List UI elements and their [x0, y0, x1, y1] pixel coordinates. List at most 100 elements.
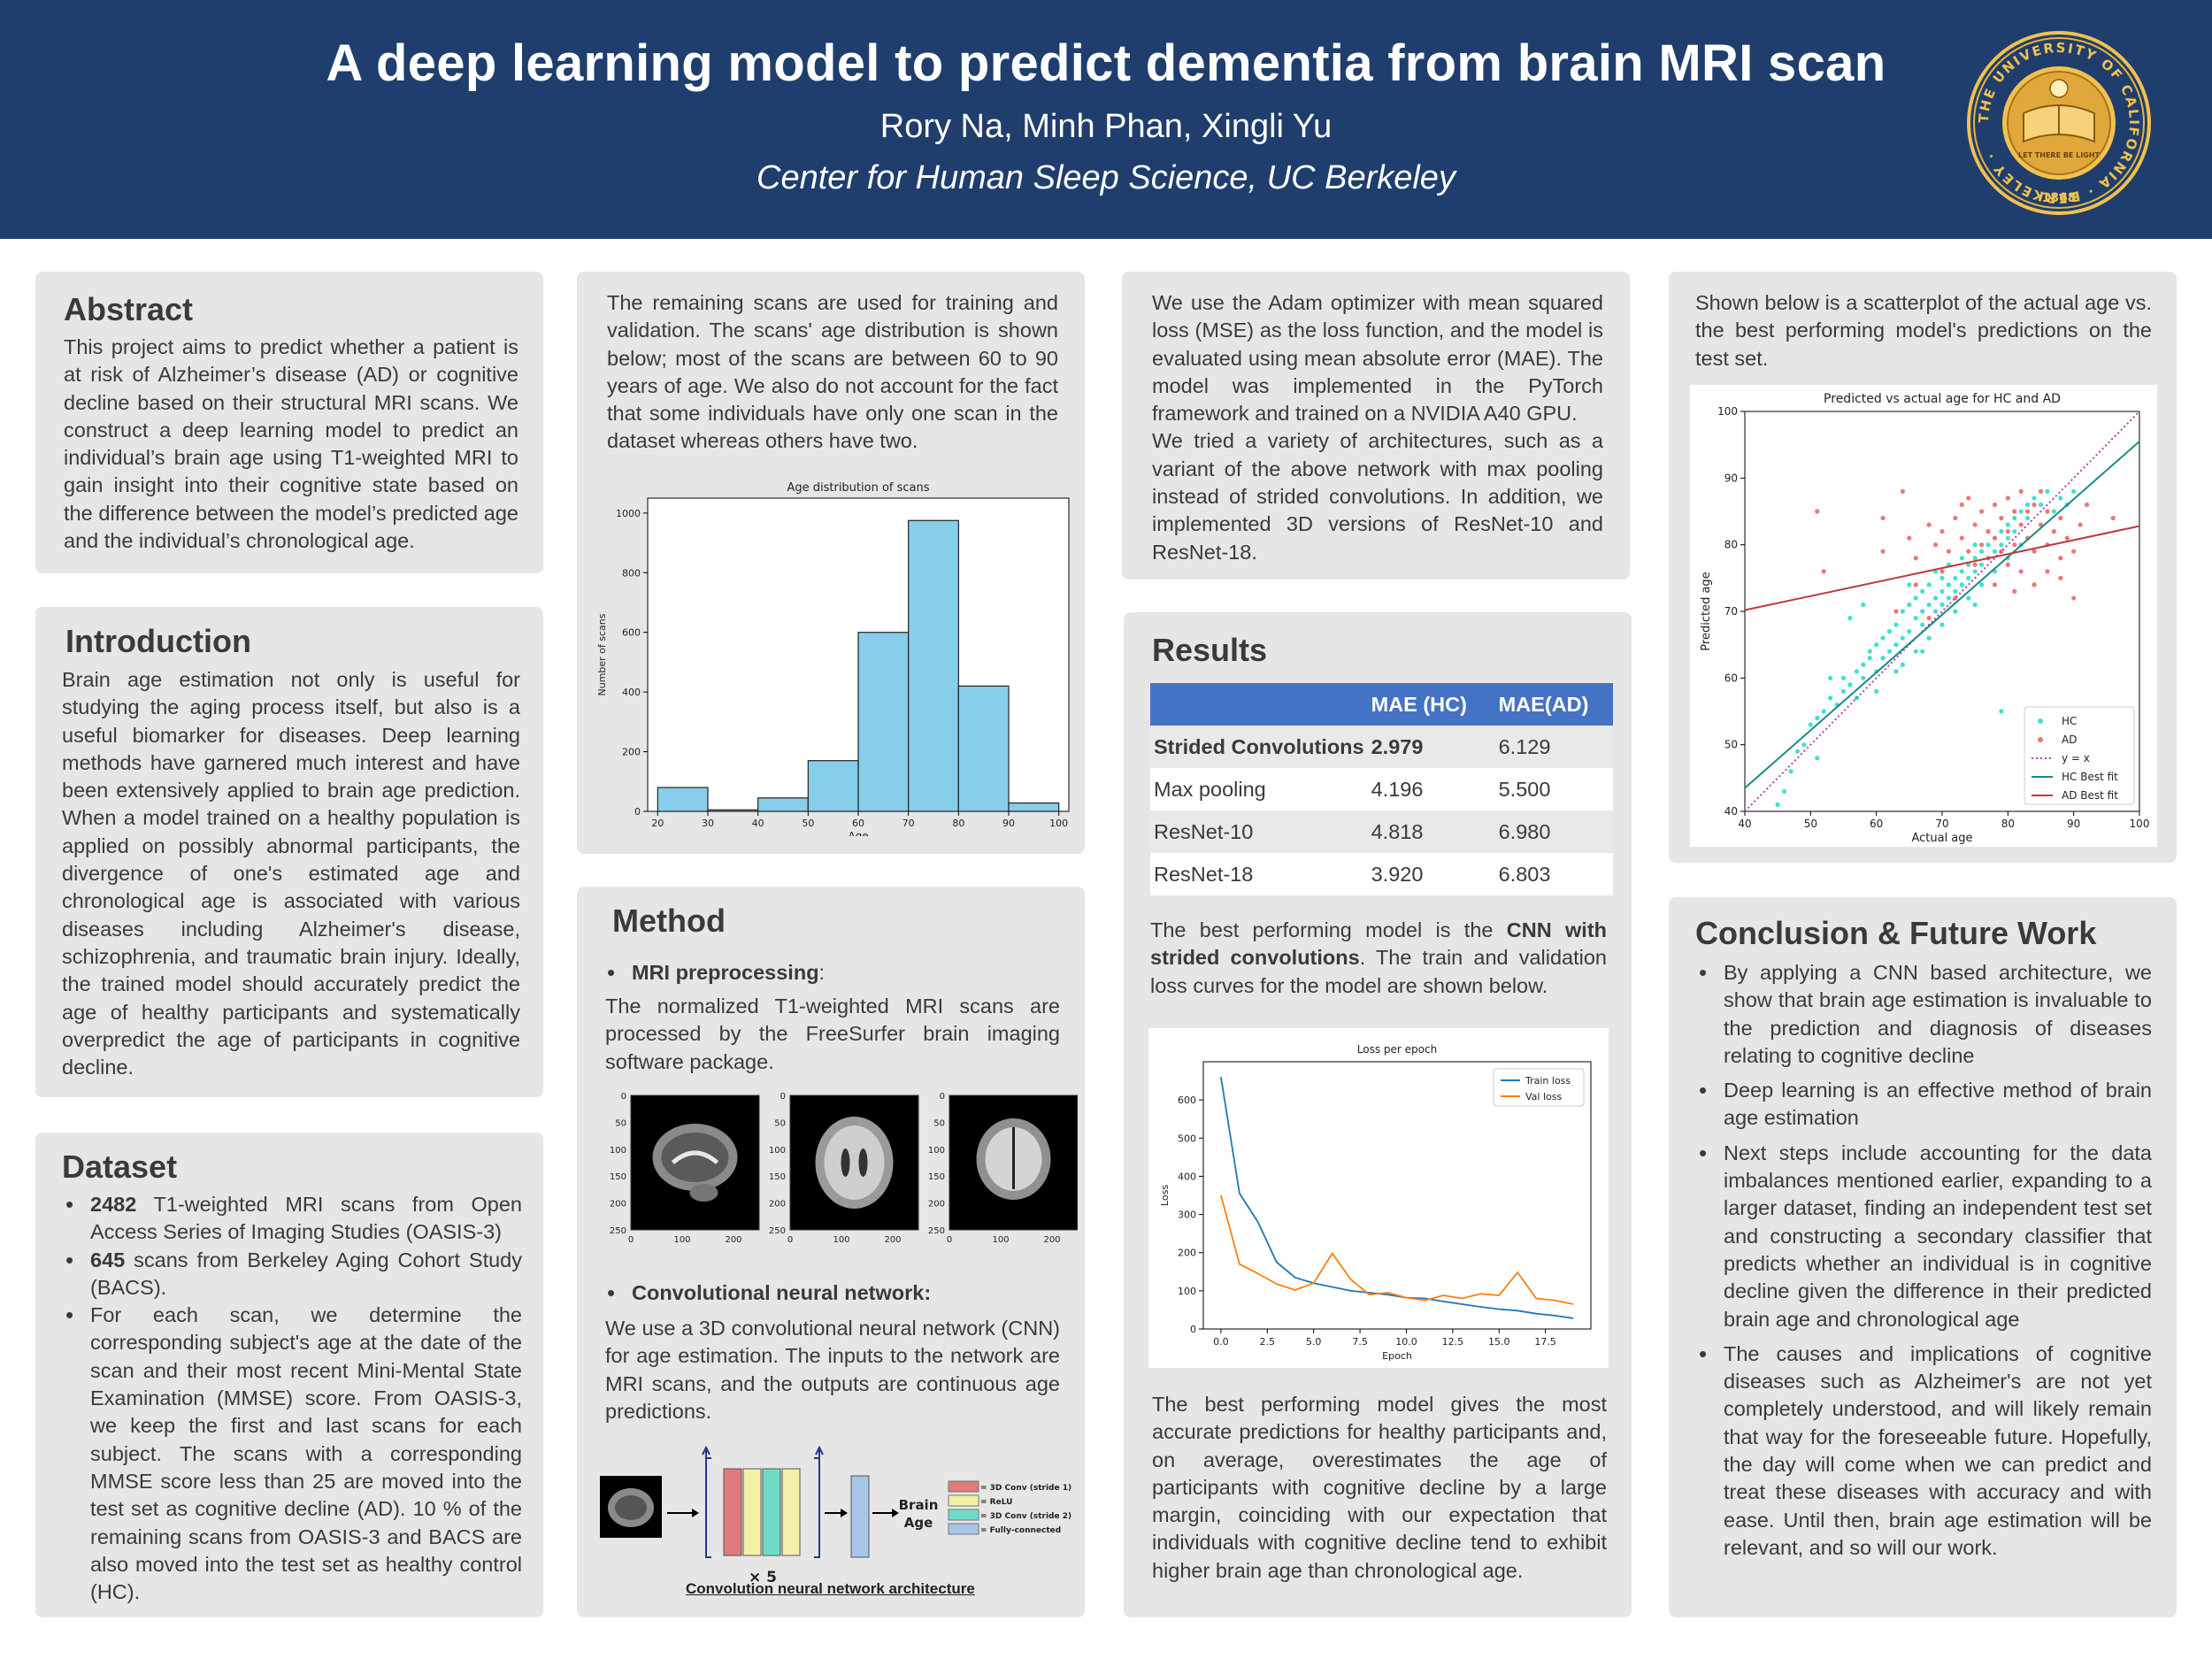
histogram-bar — [657, 787, 709, 812]
scatter-point — [2032, 502, 2037, 508]
scatter-point — [1880, 515, 1886, 521]
training-text: We use the Adam optimizer with mean squa… — [1152, 289, 1603, 566]
scatter-point — [1979, 562, 1985, 567]
x-axis-label: Epoch — [1382, 1350, 1412, 1362]
left-bracket — [705, 1457, 711, 1558]
dataset-item: 2482 T1-weighted MRI scans from Open Acc… — [62, 1191, 522, 1247]
age-distribution-panel: The remaining scans are used for trainin… — [577, 272, 1085, 854]
scatter-point — [1966, 595, 1971, 601]
table-row: Max pooling 4.196 5.500 — [1150, 768, 1613, 810]
scatter-point — [2051, 509, 2056, 514]
scatter-point — [1893, 669, 1899, 674]
fit-line — [1744, 525, 2140, 611]
histogram-bar — [707, 809, 759, 812]
legend-swatch — [948, 1480, 979, 1493]
input-brain-detail — [615, 1495, 647, 1520]
dataset-item: For each scan, we determine the correspo… — [62, 1302, 522, 1606]
training-paragraph-1: We use the Adam optimizer with mean squa… — [1152, 291, 1603, 426]
results-text-2: The best performing model gives the most… — [1152, 1393, 1607, 1582]
scatter-point — [1979, 509, 1985, 514]
scatter-point — [2110, 515, 2116, 521]
scatter-point — [1953, 575, 1958, 580]
scatter-point — [2051, 529, 2056, 534]
y-tick-label: 150 — [928, 1172, 945, 1182]
y-tick-label: 250 — [769, 1226, 786, 1236]
scatter-point — [2071, 549, 2077, 554]
scatter-point — [2018, 488, 2024, 494]
legend-label: AD Best fit — [2062, 789, 2118, 802]
legend-swatch — [948, 1509, 979, 1521]
dataset-heading: Dataset — [62, 1148, 178, 1185]
y-tick-label: 300 — [1178, 1210, 1196, 1221]
scatter-point — [1854, 669, 1859, 674]
x-tick-label: 200 — [725, 1235, 741, 1245]
scatter-point — [2018, 569, 2024, 574]
x-tick-label: 2.5 — [1260, 1336, 1276, 1348]
x-tick-label: 10.0 — [1395, 1336, 1417, 1348]
y-tick-label: 100 — [1178, 1286, 1196, 1297]
y-tick-label: 50 — [933, 1118, 945, 1128]
histogram-bar — [1008, 802, 1060, 812]
scatter-point — [1999, 709, 2004, 714]
scatter-point — [2064, 535, 2070, 541]
age-distribution-text: The remaining scans are used for trainin… — [607, 291, 1058, 453]
x-tick-label: 0.0 — [1213, 1336, 1229, 1348]
poster-affiliation: Center for Human Sleep Science, UC Berke… — [757, 159, 1455, 196]
y-tick-label: 200 — [928, 1200, 945, 1210]
scatter-point — [1979, 549, 1985, 554]
y-tick-label: 50 — [1724, 739, 1738, 751]
histogram-bar — [857, 632, 910, 812]
y-tick-label: 0 — [634, 806, 641, 818]
scatter-point — [1867, 656, 1872, 661]
x-tick-label: 50 — [1804, 818, 1817, 830]
abstract-heading: Abstract — [64, 291, 194, 327]
scatter-point — [1847, 682, 1853, 687]
y-axis-label: Loss — [1159, 1185, 1171, 1206]
y-tick-label: 150 — [610, 1172, 626, 1182]
scatter-point — [1900, 635, 1905, 641]
introduction-heading: Introduction — [65, 623, 251, 659]
table-cell: 2.979 — [1367, 726, 1495, 768]
cnn-label: Convolutional neural network: — [632, 1281, 932, 1304]
histogram-bar — [957, 685, 1010, 812]
y-tick-label: 70 — [1724, 605, 1738, 618]
scatter-point — [1893, 622, 1899, 627]
scatter-point — [1999, 542, 2004, 548]
scatter-point — [2058, 575, 2063, 580]
scatter-point — [1840, 675, 1847, 680]
method-panel: Method MRI preprocessing: The normalized… — [577, 887, 1085, 1617]
scatter-point — [1959, 569, 1964, 574]
arrow-head-icon — [841, 1509, 848, 1517]
scatter-point — [2025, 509, 2031, 514]
poster-header: A deep learning model to predict dementi… — [0, 0, 2212, 239]
arrow-head-icon — [692, 1509, 699, 1517]
table-cell: 6.980 — [1494, 810, 1613, 853]
scatter-point — [1979, 542, 1985, 548]
mri-preprocessing-text: The normalized T1-weighted MRI scans are… — [605, 995, 1060, 1073]
conclusion-item: Deep learning is an effective method of … — [1695, 1077, 2152, 1133]
scatter-point — [1959, 582, 1964, 588]
scatter-point — [1992, 535, 1998, 541]
chart-title: Loss per epoch — [1357, 1043, 1437, 1056]
scatter-point — [1966, 575, 1971, 580]
abstract-body: This project aims to predict whether a p… — [64, 335, 518, 553]
scatter-point — [2038, 488, 2044, 494]
histogram-bar — [757, 797, 809, 812]
scatter-point — [2025, 502, 2031, 508]
table-cell: 3.920 — [1367, 853, 1495, 895]
table-cell: ResNet-10 — [1150, 810, 1368, 853]
x-tick-label: 0 — [947, 1235, 952, 1245]
scatter-point — [1926, 602, 1932, 608]
y-tick-label: 200 — [1178, 1248, 1196, 1259]
results-header-row: MAE (HC) MAE(AD) — [1150, 683, 1613, 726]
x-axis-label: Actual age — [1911, 832, 1972, 845]
scatter-point — [1992, 582, 1998, 588]
y-tick-label: 100 — [610, 1146, 626, 1156]
poster-authors: Rory Na, Minh Phan, Xingli Yu — [879, 108, 1333, 145]
scatter-point — [1913, 615, 1918, 621]
scatter-point — [1900, 662, 1905, 667]
scatterplot-panel: Shown below is a scatterplot of the actu… — [1669, 272, 2177, 863]
scatter-point — [2032, 495, 2037, 501]
scatter-point — [1900, 488, 1905, 494]
